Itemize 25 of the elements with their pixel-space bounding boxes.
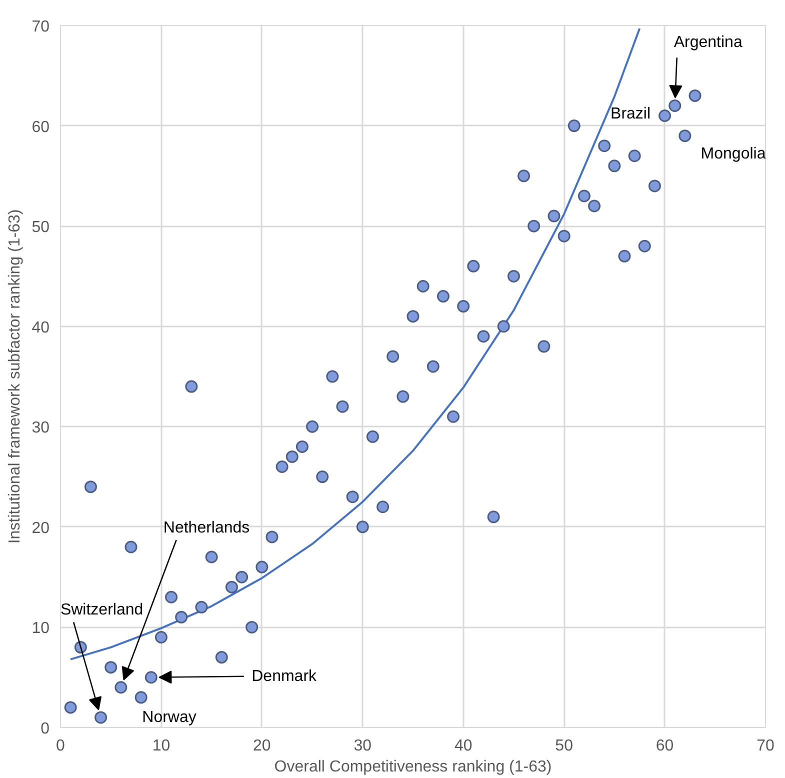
annotation: Norway — [142, 708, 196, 726]
x-tick-label: 10 — [152, 738, 170, 754]
y-tick-label: 10 — [32, 620, 50, 638]
x-tick-label: 70 — [756, 738, 774, 754]
annotation: Brazil — [610, 105, 651, 122]
y-tick-label: 70 — [32, 18, 50, 36]
annotation: Argentina — [674, 34, 742, 52]
x-tick-label: 60 — [656, 738, 674, 754]
x-axis-title: Overall Competitiveness ranking (1-63) — [274, 758, 552, 776]
y-tick-label: 60 — [32, 118, 50, 136]
x-tick-label: 30 — [354, 738, 372, 754]
y-axis-title: Institutional framework subfactor ranking (1-63) — [6, 209, 24, 544]
annotation: Netherlands — [163, 519, 250, 536]
y-tick-label: 0 — [40, 720, 50, 738]
y-tick-label: 50 — [32, 219, 50, 236]
x-tick-label: 40 — [454, 738, 472, 754]
y-tick-label: 20 — [32, 520, 50, 537]
annotation: Mongolia — [700, 145, 766, 162]
annotation: Denmark — [252, 668, 318, 685]
annotation: Switzerland — [60, 602, 144, 619]
y-tick-label: 40 — [32, 319, 50, 336]
x-tick-label: 0 — [56, 738, 66, 754]
x-tick-label: 20 — [253, 738, 271, 754]
y-tick-label: 30 — [32, 420, 50, 437]
x-tick-label: 50 — [555, 738, 574, 754]
